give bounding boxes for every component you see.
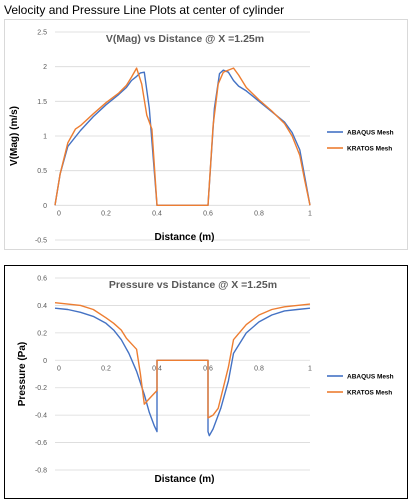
pressure-x-tick-label: 0.8 <box>254 365 264 372</box>
pressure-legend-label: ABAQUS Mesh <box>347 374 394 381</box>
velocity-y-tick-label: 2.5 <box>37 30 47 37</box>
velocity-y-tick-label: -0.5 <box>35 238 47 245</box>
pressure-legend-label: KRATOS Mesh <box>347 390 392 397</box>
velocity-legend-label: KRATOS Mesh <box>347 146 392 153</box>
pressure-y-tick-label: -0.2 <box>35 385 47 392</box>
velocity-chart: -0.5 0 0.5 1 1.5 2 2.5 0 0.2 0.4 0.6 0.8 1 V(Mag) vs … <box>9 30 394 245</box>
velocity-y-tick-label: 1 <box>43 134 47 141</box>
velocity-chart-title: V(Mag) vs Distance @ X =1.25m <box>106 33 264 45</box>
pressure-y-tick-label: -0.6 <box>35 440 47 447</box>
pressure-y-tick-label: -0.8 <box>35 468 47 475</box>
velocity-series-abaqus-line <box>54 69 311 207</box>
pressure-x-tick-label: 1 <box>308 365 312 372</box>
pressure-y-tick-label: 0 <box>43 358 47 365</box>
velocity-x-tick-label: 0.6 <box>203 210 213 217</box>
velocity-x-tick-label: 0.2 <box>101 210 111 217</box>
pressure-x-tick-label: 0.2 <box>101 365 111 372</box>
velocity-chart-panel: -0.5 0 0.5 1 1.5 2 2.5 0 0.2 0.4 0.6 0.8 1 V(Mag) vs … <box>4 19 408 250</box>
velocity-y-tick-label: 2 <box>43 64 47 71</box>
pressure-x-tick-label: 0 <box>57 365 61 372</box>
pressure-series-abaqus-line <box>54 307 311 437</box>
velocity-y-tick-label: 0 <box>43 203 47 210</box>
pressure-y-tick-label: 0.2 <box>37 330 47 337</box>
pressure-y-axis-title: Pressure (Pa) <box>17 342 28 406</box>
pressure-x-axis-title: Distance (m) <box>154 474 214 485</box>
pressure-series-kratos-line <box>54 302 311 419</box>
pressure-y-tick-label: 0.6 <box>37 276 47 283</box>
velocity-x-tick-label: 0 <box>57 210 61 217</box>
pressure-chart: -0.8-0.6-0.4-0.200.20.40.60 0.2 0.4 0.6 0.8 1… <box>17 276 394 486</box>
pressure-y-tick-label: -0.4 <box>35 413 47 420</box>
velocity-y-axis-title: V(Mag) (m/s) <box>9 106 20 166</box>
velocity-x-tick-label: 1 <box>308 210 312 217</box>
velocity-x-tick-label: 0.8 <box>254 210 264 217</box>
velocity-x-axis-title: Distance (m) <box>154 232 214 243</box>
page-title: Velocity and Pressure Line Plots at cent… <box>4 3 285 17</box>
velocity-x-tick-label: 0.4 <box>152 210 162 217</box>
pressure-chart-panel: -0.8 -0.6 -0.4 -0.2 0 0.2 0.4 0.6 0 0.2 0.4 0.6 0.8 1… <box>4 265 408 499</box>
velocity-legend-label: ABAQUS Mesh <box>347 130 394 137</box>
pressure-y-tick-label: 0.4 <box>37 303 47 310</box>
velocity-series-kratos-line <box>54 67 311 207</box>
velocity-y-tick-label: 0.5 <box>37 168 47 175</box>
velocity-y-tick-label: 1.5 <box>37 99 47 106</box>
pressure-chart-title: Pressure vs Distance @ X =1.25m <box>109 279 277 291</box>
